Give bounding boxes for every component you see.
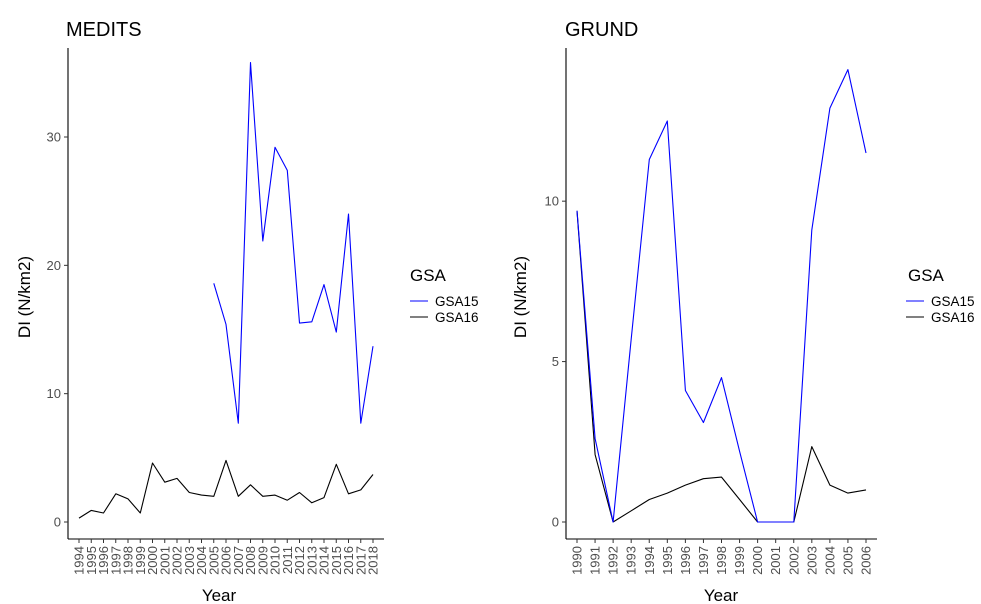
grund-y-tick-label: 10 <box>545 194 559 209</box>
medits-x-tick-label: 2014 <box>317 546 332 575</box>
grund-title: GRUND <box>565 19 638 41</box>
medits-y-tick-label: 10 <box>47 386 61 401</box>
medits-legend-label-gsa16: GSA16 <box>435 310 479 325</box>
grund-x-tick-label: 2004 <box>822 546 837 575</box>
medits-x-tick-label: 2000 <box>145 546 160 575</box>
medits-x-tick-label: 1997 <box>108 546 123 575</box>
medits-x-tick-label: 2009 <box>255 546 270 575</box>
medits-x-tick-label: 2005 <box>206 546 221 575</box>
medits-x-tick-label: 2006 <box>219 546 234 575</box>
medits-x-tick-label: 2011 <box>280 546 295 574</box>
medits-title: MEDITS <box>66 19 142 41</box>
grund-x-tick-label: 2002 <box>786 546 801 575</box>
medits-x-tick-label: 2018 <box>366 546 381 575</box>
grund-x-tick-label: 2006 <box>859 546 874 575</box>
medits-x-tick-label: 2012 <box>292 546 307 575</box>
grund-x-tick-label: 1996 <box>678 546 693 575</box>
medits-x-tick-label: 2017 <box>353 546 368 575</box>
medits-x-tick-label: 2004 <box>194 546 209 575</box>
medits-x-tick-label: 1999 <box>133 546 148 575</box>
grund-legend-label-gsa16: GSA16 <box>931 310 975 325</box>
grund-x-tick-label: 1997 <box>696 546 711 575</box>
medits-y-tick-label: 30 <box>47 130 61 145</box>
medits-x-tick-label: 2013 <box>304 546 319 575</box>
grund-series-line-gsa15 <box>576 69 867 523</box>
grund-x-tick-label: 1999 <box>732 546 747 575</box>
grund-x-tick-label: 1993 <box>624 546 639 575</box>
medits-series-line-gsa16 <box>78 459 374 519</box>
grund-x-tick-label: 1991 <box>588 546 603 575</box>
medits-x-tick-label: 2016 <box>341 546 356 575</box>
grund-series-line-gsa16 <box>576 210 867 523</box>
grund-y-axis-title: DI (N/km2) <box>511 256 530 338</box>
medits-legend-title: GSA <box>410 266 447 285</box>
medits-x-tick-label: 2003 <box>182 546 197 575</box>
grund-x-tick-label: 2001 <box>768 546 783 575</box>
medits-x-tick-label: 2010 <box>268 546 283 575</box>
medits-x-axis-title: Year <box>202 586 237 604</box>
grund-y-tick-label: 5 <box>552 354 559 369</box>
medits-x-tick-label: 2008 <box>243 546 258 575</box>
medits-x-tick-label: 2015 <box>329 546 344 575</box>
medits-y-tick-label: 0 <box>54 515 61 530</box>
medits-x-tick-label: 1998 <box>121 546 136 575</box>
medits-x-tick-label: 2007 <box>231 546 246 575</box>
grund-x-tick-label: 2000 <box>750 546 765 575</box>
medits-y-axis-title: DI (N/km2) <box>15 256 34 338</box>
medits-y-tick-label: 20 <box>47 258 61 273</box>
grund-x-tick-label: 1990 <box>570 546 585 575</box>
grund-legend-title: GSA <box>908 266 945 285</box>
grund-x-tick-label: 1995 <box>660 546 675 575</box>
grund-x-axis-title: Year <box>704 586 739 604</box>
grund-x-tick-label: 1998 <box>714 546 729 575</box>
medits-series-line-gsa15 <box>213 62 374 424</box>
medits-x-tick-label: 1996 <box>96 546 111 575</box>
grund-x-tick-label: 1994 <box>642 546 657 575</box>
grund-x-tick-label: 2003 <box>804 546 819 575</box>
grund-legend-label-gsa15: GSA15 <box>931 294 975 309</box>
medits-panel: MEDITS Year DI (N/km2) GSA GSA15 GSA16 0… <box>15 19 479 604</box>
medits-x-tick-label: 1994 <box>72 546 87 575</box>
medits-x-tick-label: 2002 <box>170 546 185 575</box>
grund-x-tick-label: 1992 <box>606 546 621 575</box>
grund-x-tick-label: 2005 <box>840 546 855 575</box>
medits-legend-label-gsa15: GSA15 <box>435 294 479 309</box>
medits-x-tick-label: 1995 <box>84 546 99 575</box>
medits-x-tick-label: 2001 <box>157 546 172 575</box>
grund-y-tick-label: 0 <box>552 515 559 530</box>
grund-panel: GRUND Year DI (N/km2) GSA GSA15 GSA16 0 5… <box>511 19 975 604</box>
